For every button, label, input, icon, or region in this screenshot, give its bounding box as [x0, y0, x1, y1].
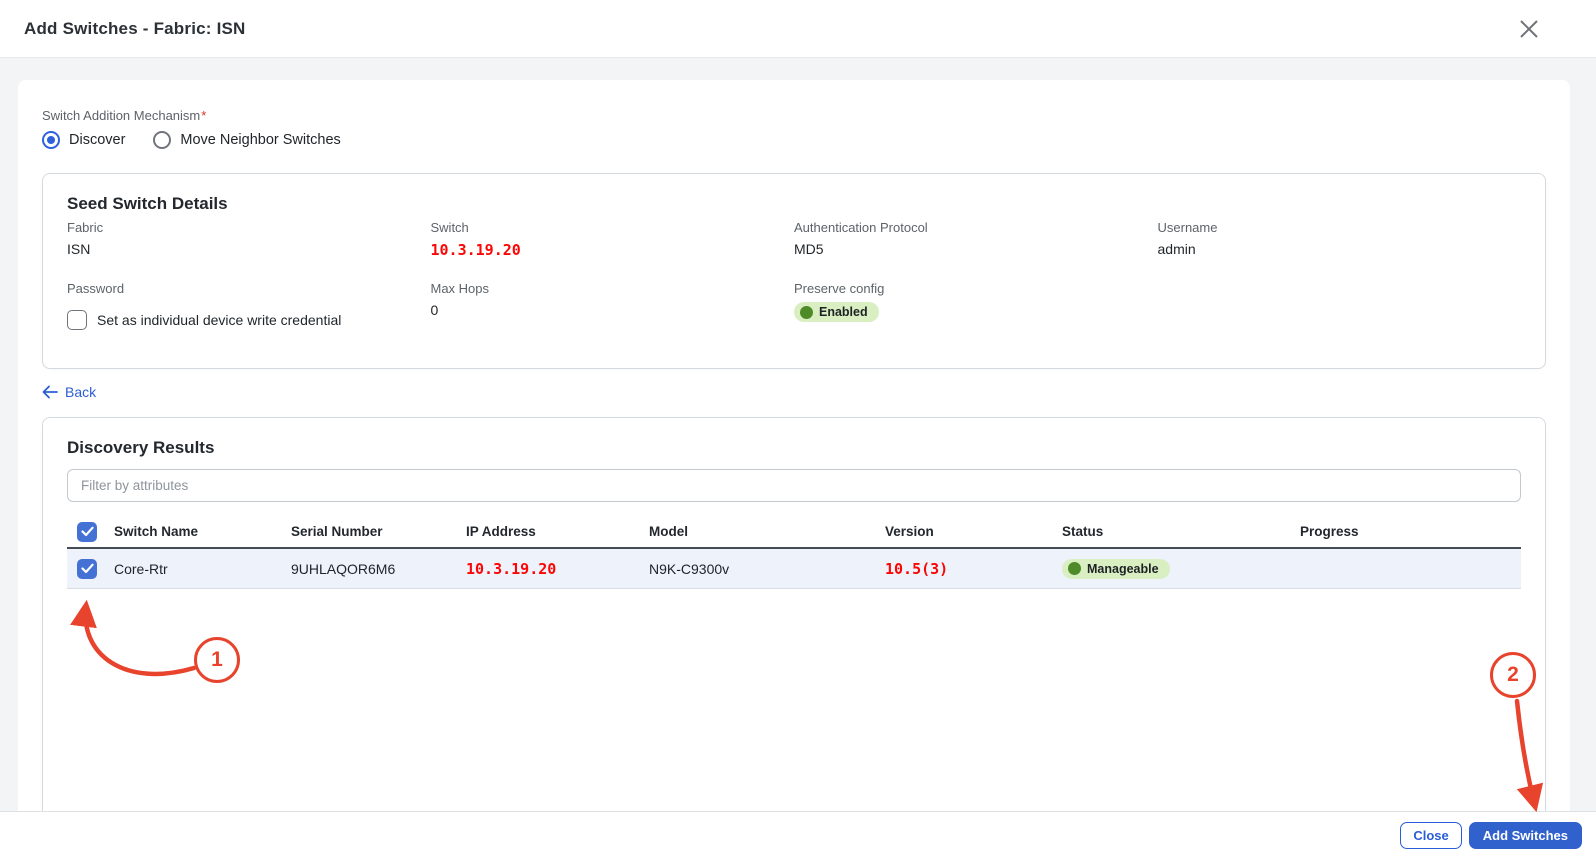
- mechanism-label: Switch Addition Mechanism*: [42, 108, 1546, 123]
- manageable-badge: Manageable: [1062, 558, 1170, 579]
- select-all-checkbox[interactable]: [77, 521, 97, 542]
- cell-ip-address: 10.3.19.20: [466, 559, 557, 578]
- field-max-hops: Max Hops 0: [431, 281, 795, 330]
- page-title: Add Switches - Fabric: ISN: [24, 18, 246, 38]
- close-icon[interactable]: [1514, 14, 1544, 44]
- auth-protocol-value: MD5: [794, 241, 824, 257]
- modal-body: Switch Addition Mechanism* Discover Move…: [0, 58, 1596, 811]
- field-switch: Switch 10.3.19.20: [431, 220, 795, 259]
- back-link[interactable]: Back: [42, 384, 96, 400]
- close-icon-glyph: [1520, 20, 1538, 38]
- col-switch-name: Switch Name: [114, 524, 199, 539]
- enabled-badge: Enabled: [794, 302, 879, 322]
- switch-addition-mechanism: Switch Addition Mechanism* Discover Move…: [42, 108, 1546, 149]
- required-asterisk: *: [201, 108, 207, 123]
- content-panel: Switch Addition Mechanism* Discover Move…: [18, 80, 1570, 811]
- field-preserve-config: Preserve config Enabled: [794, 281, 1158, 330]
- checkmark-icon: [80, 563, 94, 574]
- write-credential-label: Set as individual device write credentia…: [97, 312, 342, 328]
- radio-discover-label: Discover: [69, 132, 126, 148]
- switch-value: 10.3.19.20: [430, 241, 521, 259]
- checkmark-icon: [80, 526, 94, 537]
- modal-header: Add Switches - Fabric: ISN: [0, 0, 1596, 58]
- table-header-row: Switch Name Serial Number IP Address Mod…: [67, 516, 1521, 549]
- radio-discover[interactable]: Discover: [42, 131, 125, 149]
- max-hops-label: Max Hops: [430, 281, 490, 296]
- field-password: Password Set as individual device write …: [67, 281, 431, 330]
- col-progress: Progress: [1300, 524, 1359, 539]
- cell-version: 10.5(3): [885, 559, 949, 578]
- fabric-value: ISN: [67, 241, 91, 257]
- col-ip-address: IP Address: [466, 524, 536, 539]
- checkbox-unchecked-icon[interactable]: [67, 310, 87, 330]
- close-button[interactable]: Close: [1400, 821, 1462, 849]
- discovery-results-card: Discovery Results Switch Name Serial Num…: [42, 417, 1546, 811]
- field-username: Username admin: [1158, 220, 1522, 259]
- manageable-badge-text: Manageable: [1087, 561, 1159, 576]
- radio-selected-icon[interactable]: [42, 131, 60, 149]
- mechanism-label-text: Switch Addition Mechanism: [42, 108, 201, 123]
- username-label: Username: [1157, 220, 1218, 235]
- max-hops-value: 0: [430, 302, 439, 318]
- field-fabric: Fabric ISN: [67, 220, 431, 259]
- table-row[interactable]: Core-Rtr 9UHLAQOR6M6 10.3.19.20 N9K-C930…: [67, 549, 1521, 589]
- switch-label: Switch: [430, 220, 469, 235]
- auth-protocol-label: Authentication Protocol: [794, 220, 928, 235]
- seed-switch-details-card: Seed Switch Details Fabric ISN Switch 10…: [42, 173, 1546, 369]
- row-checkbox[interactable]: [77, 558, 97, 579]
- password-label: Password: [67, 281, 125, 296]
- radio-move-label: Move Neighbor Switches: [180, 132, 341, 148]
- add-switches-button[interactable]: Add Switches: [1468, 821, 1582, 849]
- cell-model: N9K-C9300v: [649, 560, 730, 577]
- username-value: admin: [1157, 241, 1196, 257]
- cell-switch-name: Core-Rtr: [114, 560, 168, 577]
- seed-card-title: Seed Switch Details: [67, 194, 228, 213]
- col-version: Version: [885, 524, 934, 539]
- col-model: Model: [649, 524, 688, 539]
- green-dot-icon: [800, 305, 813, 319]
- radio-unselected-icon[interactable]: [153, 131, 172, 149]
- modal-footer: Close Add Switches: [0, 811, 1596, 858]
- col-serial-number: Serial Number: [291, 524, 383, 539]
- write-credential-option[interactable]: Set as individual device write credentia…: [67, 310, 431, 330]
- preserve-config-label: Preserve config: [794, 281, 885, 296]
- radio-move-neighbor-switches[interactable]: Move Neighbor Switches: [153, 131, 341, 149]
- discovery-card-title: Discovery Results: [67, 438, 215, 457]
- field-authentication-protocol: Authentication Protocol MD5: [794, 220, 1158, 259]
- filter-input[interactable]: [67, 469, 1521, 502]
- enabled-badge-text: Enabled: [819, 305, 868, 319]
- green-dot-icon: [1068, 562, 1081, 575]
- col-status: Status: [1062, 524, 1104, 539]
- fabric-label: Fabric: [67, 220, 104, 235]
- back-arrow-icon: [42, 385, 58, 399]
- back-link-label: Back: [65, 384, 97, 400]
- cell-serial-number: 9UHLAQOR6M6: [291, 560, 396, 577]
